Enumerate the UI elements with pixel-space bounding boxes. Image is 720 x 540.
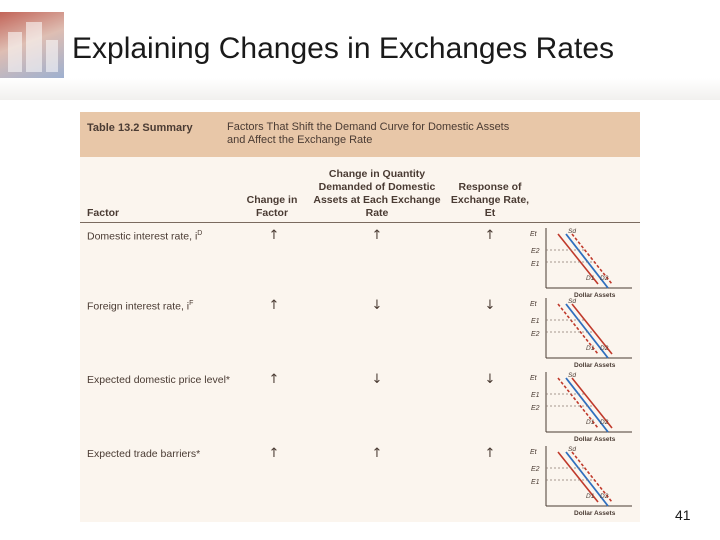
shift-graph: Et E1 E2 Sd D2 D1 Dollar Assets	[528, 296, 636, 372]
y-axis-label: E1	[531, 318, 540, 325]
curve-label: D1	[586, 345, 595, 352]
demand-curve-original	[557, 451, 599, 503]
demand-curve-shifted	[571, 451, 613, 503]
table-label: Table 13.2 Summary	[87, 122, 193, 134]
y-axis-label: E2	[531, 405, 540, 412]
y-axis-label: E2	[531, 466, 540, 473]
building-logo-icon	[0, 12, 64, 78]
demand-curve-original	[557, 233, 599, 285]
y-axis-label: E2	[531, 331, 540, 338]
factor-text: Domestic interest rate, i	[87, 230, 198, 243]
curve-label: Sd	[568, 298, 576, 305]
change-arrow-icon: ↑	[268, 372, 280, 387]
demand-curve-original	[571, 303, 613, 355]
shift-graph: Et E2 E1 Sd D1 D2 Dollar Assets	[528, 444, 636, 520]
table-banner	[80, 112, 640, 157]
factor-text: Expected domestic price level*	[87, 374, 230, 386]
quantity-arrow-icon: ↑	[371, 228, 383, 243]
y-axis-label: E1	[531, 479, 540, 486]
curve-label: D2	[600, 419, 609, 426]
y-axis-label: Et	[530, 231, 538, 238]
change-arrow-icon: ↑	[268, 446, 280, 461]
factor-text: Foreign interest rate, i	[87, 300, 190, 313]
supply-curve	[565, 233, 609, 289]
curve-label: D1	[586, 275, 595, 282]
curve-label: D2	[600, 493, 609, 500]
curve-label: D1	[586, 419, 595, 426]
curve-label: D1	[586, 493, 595, 500]
demand-curve-shifted	[557, 377, 599, 429]
y-axis-label: Et	[530, 375, 538, 382]
x-axis-label: Dollar Assets	[574, 436, 616, 443]
x-axis-label: Dollar Assets	[574, 510, 616, 517]
supply-curve	[565, 451, 609, 507]
quantity-arrow-icon: ↓	[371, 298, 383, 313]
header-rule	[80, 222, 640, 223]
curve-label: Sd	[568, 372, 576, 379]
curve-label: Sd	[568, 228, 576, 235]
factor-superscript: F	[189, 300, 194, 307]
header-response-of-exchange-rate: Response of Exchange Rate, Et	[450, 181, 530, 219]
header-factor: Factor	[87, 207, 120, 219]
shift-graph: Et E2 E1 Sd D1 D2 Dollar Assets	[528, 226, 636, 302]
y-axis-label: Et	[530, 301, 538, 308]
shift-graph: Et E1 E2 Sd D2 D1 Dollar Assets	[528, 370, 636, 446]
supply-curve	[565, 303, 609, 359]
curve-label: Sd	[568, 446, 576, 453]
quantity-arrow-icon: ↑	[371, 446, 383, 461]
header-change-in-quantity: Change in Quantity Demanded of Domestic …	[313, 168, 441, 219]
y-axis-label: E2	[531, 248, 540, 255]
factor-label: Domestic interest rate, iD	[87, 230, 202, 243]
factor-label: Foreign interest rate, iF	[87, 300, 193, 313]
y-axis-label: Et	[530, 449, 538, 456]
response-arrow-icon: ↓	[484, 298, 496, 313]
slide-title: Explaining Changes in Exchanges Rates	[72, 32, 615, 65]
response-arrow-icon: ↓	[484, 372, 496, 387]
factor-label: Expected trade barriers*	[87, 448, 200, 460]
quantity-arrow-icon: ↓	[371, 372, 383, 387]
curve-label: D2	[600, 275, 609, 282]
header-change-in-factor: Change in Factor	[246, 194, 298, 219]
supply-curve	[565, 377, 609, 433]
table-caption: Factors That Shift the Demand Curve for …	[227, 121, 510, 146]
curve-label: D2	[600, 345, 609, 352]
response-arrow-icon: ↑	[484, 446, 496, 461]
response-arrow-icon: ↑	[484, 228, 496, 243]
demand-curve-original	[571, 377, 613, 429]
slide-number: 41	[675, 507, 691, 523]
factor-text: Expected trade barriers*	[87, 448, 201, 460]
factor-superscript: D	[197, 230, 203, 237]
y-axis-label: E1	[531, 392, 540, 399]
y-axis-label: E1	[531, 261, 540, 268]
factor-label: Expected domestic price level*	[87, 374, 230, 386]
header-band	[0, 0, 720, 100]
x-axis-label: Dollar Assets	[574, 362, 616, 369]
x-axis-label: Dollar Assets	[574, 292, 616, 299]
change-arrow-icon: ↑	[268, 298, 280, 313]
demand-curve-shifted	[557, 303, 599, 355]
summary-table: Table 13.2 Summary Factors That Shift th…	[80, 112, 640, 522]
change-arrow-icon: ↑	[268, 228, 280, 243]
demand-curve-shifted	[571, 233, 613, 285]
